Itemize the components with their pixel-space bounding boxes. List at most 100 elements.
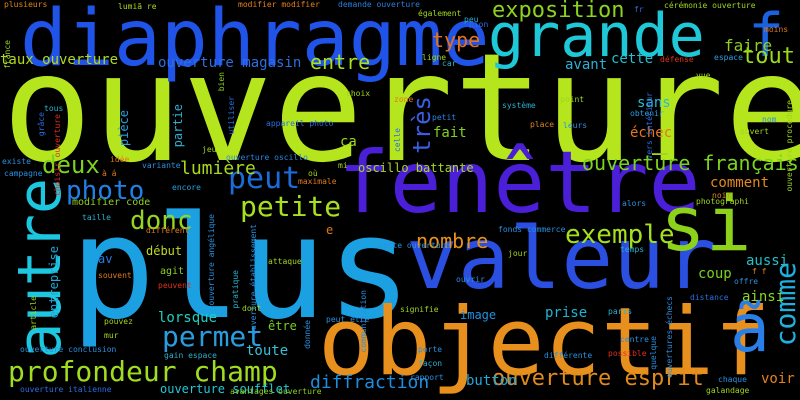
word-plusieurs: plusieurs	[4, 0, 48, 9]
word-fr: fr	[634, 5, 644, 14]
word-campagne: campagne	[4, 169, 43, 178]
word-variante: variante	[142, 161, 181, 170]
word-dont: dont	[242, 304, 262, 313]
word-peuvent: peuvent	[158, 281, 192, 290]
word-prise: prise	[545, 305, 588, 321]
word-voir: voir	[761, 371, 795, 387]
word-exposition: exposition	[492, 0, 625, 23]
word-ca: ca	[340, 134, 357, 150]
word-comment: comment	[710, 175, 770, 191]
word-taux-ouverture: taux ouverture	[0, 52, 119, 68]
word-donc: donc	[130, 206, 193, 236]
word-choisir-ouverture: choisir ouverture	[53, 114, 62, 196]
word-cette-ouverture: cette ouverture	[378, 241, 451, 250]
word-peu: peu	[464, 15, 479, 24]
word-systeme: système	[502, 101, 536, 110]
word-modifier-modifier: modifier modifier	[238, 0, 320, 9]
word-ouverture-magasin: ouverture magasin	[158, 55, 302, 71]
word-differente: différente	[544, 351, 593, 360]
word-photo: photo	[66, 176, 145, 206]
word-obtenir: obtenir	[630, 109, 664, 118]
word-a-a: à á	[102, 169, 117, 178]
word-exemple: exemple	[565, 220, 675, 250]
word-distance: distance	[690, 293, 729, 302]
word-facon: façon	[418, 359, 443, 368]
word-pratique: pratique	[231, 270, 240, 309]
word-point: point	[560, 95, 585, 104]
word-utiliser: utiliser	[227, 96, 236, 135]
word-attaque: attaque	[268, 257, 302, 266]
word-possible: possible	[608, 349, 647, 358]
word-photographi: photographi	[696, 197, 749, 206]
word-petite: petite	[240, 190, 342, 223]
word-image: image	[460, 308, 497, 322]
word-ouverture-francaise: ouverture française	[582, 151, 800, 175]
word-jeu: jeu	[202, 145, 217, 154]
word-offre: offre	[734, 277, 759, 286]
word-defense: défense	[660, 55, 694, 64]
word-espace: espace	[714, 53, 743, 62]
word-demande-ouverture: demande ouverture	[338, 0, 420, 9]
word-oscillo-battante: oscillo battante	[358, 161, 474, 175]
word-aussi: aussi	[746, 253, 789, 269]
word-fenetre: fenêtre	[338, 133, 701, 233]
word-debut: début	[146, 244, 183, 258]
word-permet: permet	[162, 320, 264, 353]
word-cette: cette	[611, 51, 654, 67]
word-signifie: signifie	[400, 305, 439, 314]
word-profondeur-champ: profondeur champ	[8, 355, 278, 388]
word-objectif: objectif	[318, 288, 771, 397]
word-ouverture-procedure: ouverture procédure	[785, 100, 794, 192]
word-choix: choix	[346, 89, 371, 98]
word-ligne: ligne	[422, 53, 447, 62]
word-ouverture-etablissement: ouverture établissement	[249, 224, 258, 335]
word-ouverture-angelique: ouverture angélique	[207, 214, 216, 306]
word-ou: où	[308, 169, 318, 178]
word-quelque: quelque	[649, 336, 658, 370]
word-toute: toute	[246, 343, 289, 359]
word-rapport: rapport	[410, 373, 444, 382]
word-appareil-photo: appareil photo	[266, 119, 334, 128]
word-donnee: donnée	[303, 320, 312, 349]
word-lumiere: lumière	[180, 158, 256, 179]
word-modifier-code: modifier code	[72, 197, 151, 208]
word-bien: bien	[217, 72, 226, 92]
word-grace: grâce	[37, 112, 46, 137]
word-lorsque: lorsque	[158, 310, 218, 326]
word-faire: faire	[724, 36, 773, 55]
word-ouverture: ouverture	[2, 22, 800, 196]
word-ainsi: ainsi	[742, 289, 785, 305]
word-f: f	[748, 1, 785, 71]
word-autre: autre	[5, 178, 75, 359]
word-tous: tous	[44, 104, 64, 113]
word-piece: pièce	[117, 110, 131, 147]
word-ouvert: ouvert	[740, 127, 769, 136]
word-av: av	[98, 252, 113, 266]
word-idee: idée	[110, 155, 130, 164]
word-echec: échec	[630, 125, 673, 141]
word-peut: peut	[228, 161, 301, 196]
word-fait: fait	[433, 125, 467, 141]
word-ouverture-italienne: ouverture italienne	[20, 385, 112, 394]
word-ouverture-conclusion: ouverture conclusion	[20, 345, 117, 354]
word-button: button	[466, 373, 517, 389]
word-existe: existe	[2, 157, 31, 166]
word-leurs: leurs	[563, 121, 588, 130]
word-peut-etre: peut être	[326, 315, 370, 324]
word-alors: alors	[622, 199, 647, 208]
word-deux: deux	[42, 151, 100, 179]
word-moins: moins	[764, 25, 789, 34]
word-a-tilde: ã	[730, 290, 770, 367]
word-noir: noir	[712, 191, 732, 200]
word-ceremonie-ouverture: cérémonie ouverture	[664, 1, 756, 10]
word-zone: zone	[394, 95, 414, 104]
word-tres: très	[408, 96, 436, 154]
word-chaque: chaque	[718, 375, 747, 384]
word-avant: avant	[565, 57, 608, 73]
word-fonds-commerce: fonds commerce	[498, 225, 566, 234]
word-tout: tout	[742, 44, 795, 69]
word-coup: coup	[698, 266, 732, 282]
word-ouvrir: ouvrir	[456, 275, 485, 284]
word-entreprise: entreprise	[47, 246, 61, 319]
